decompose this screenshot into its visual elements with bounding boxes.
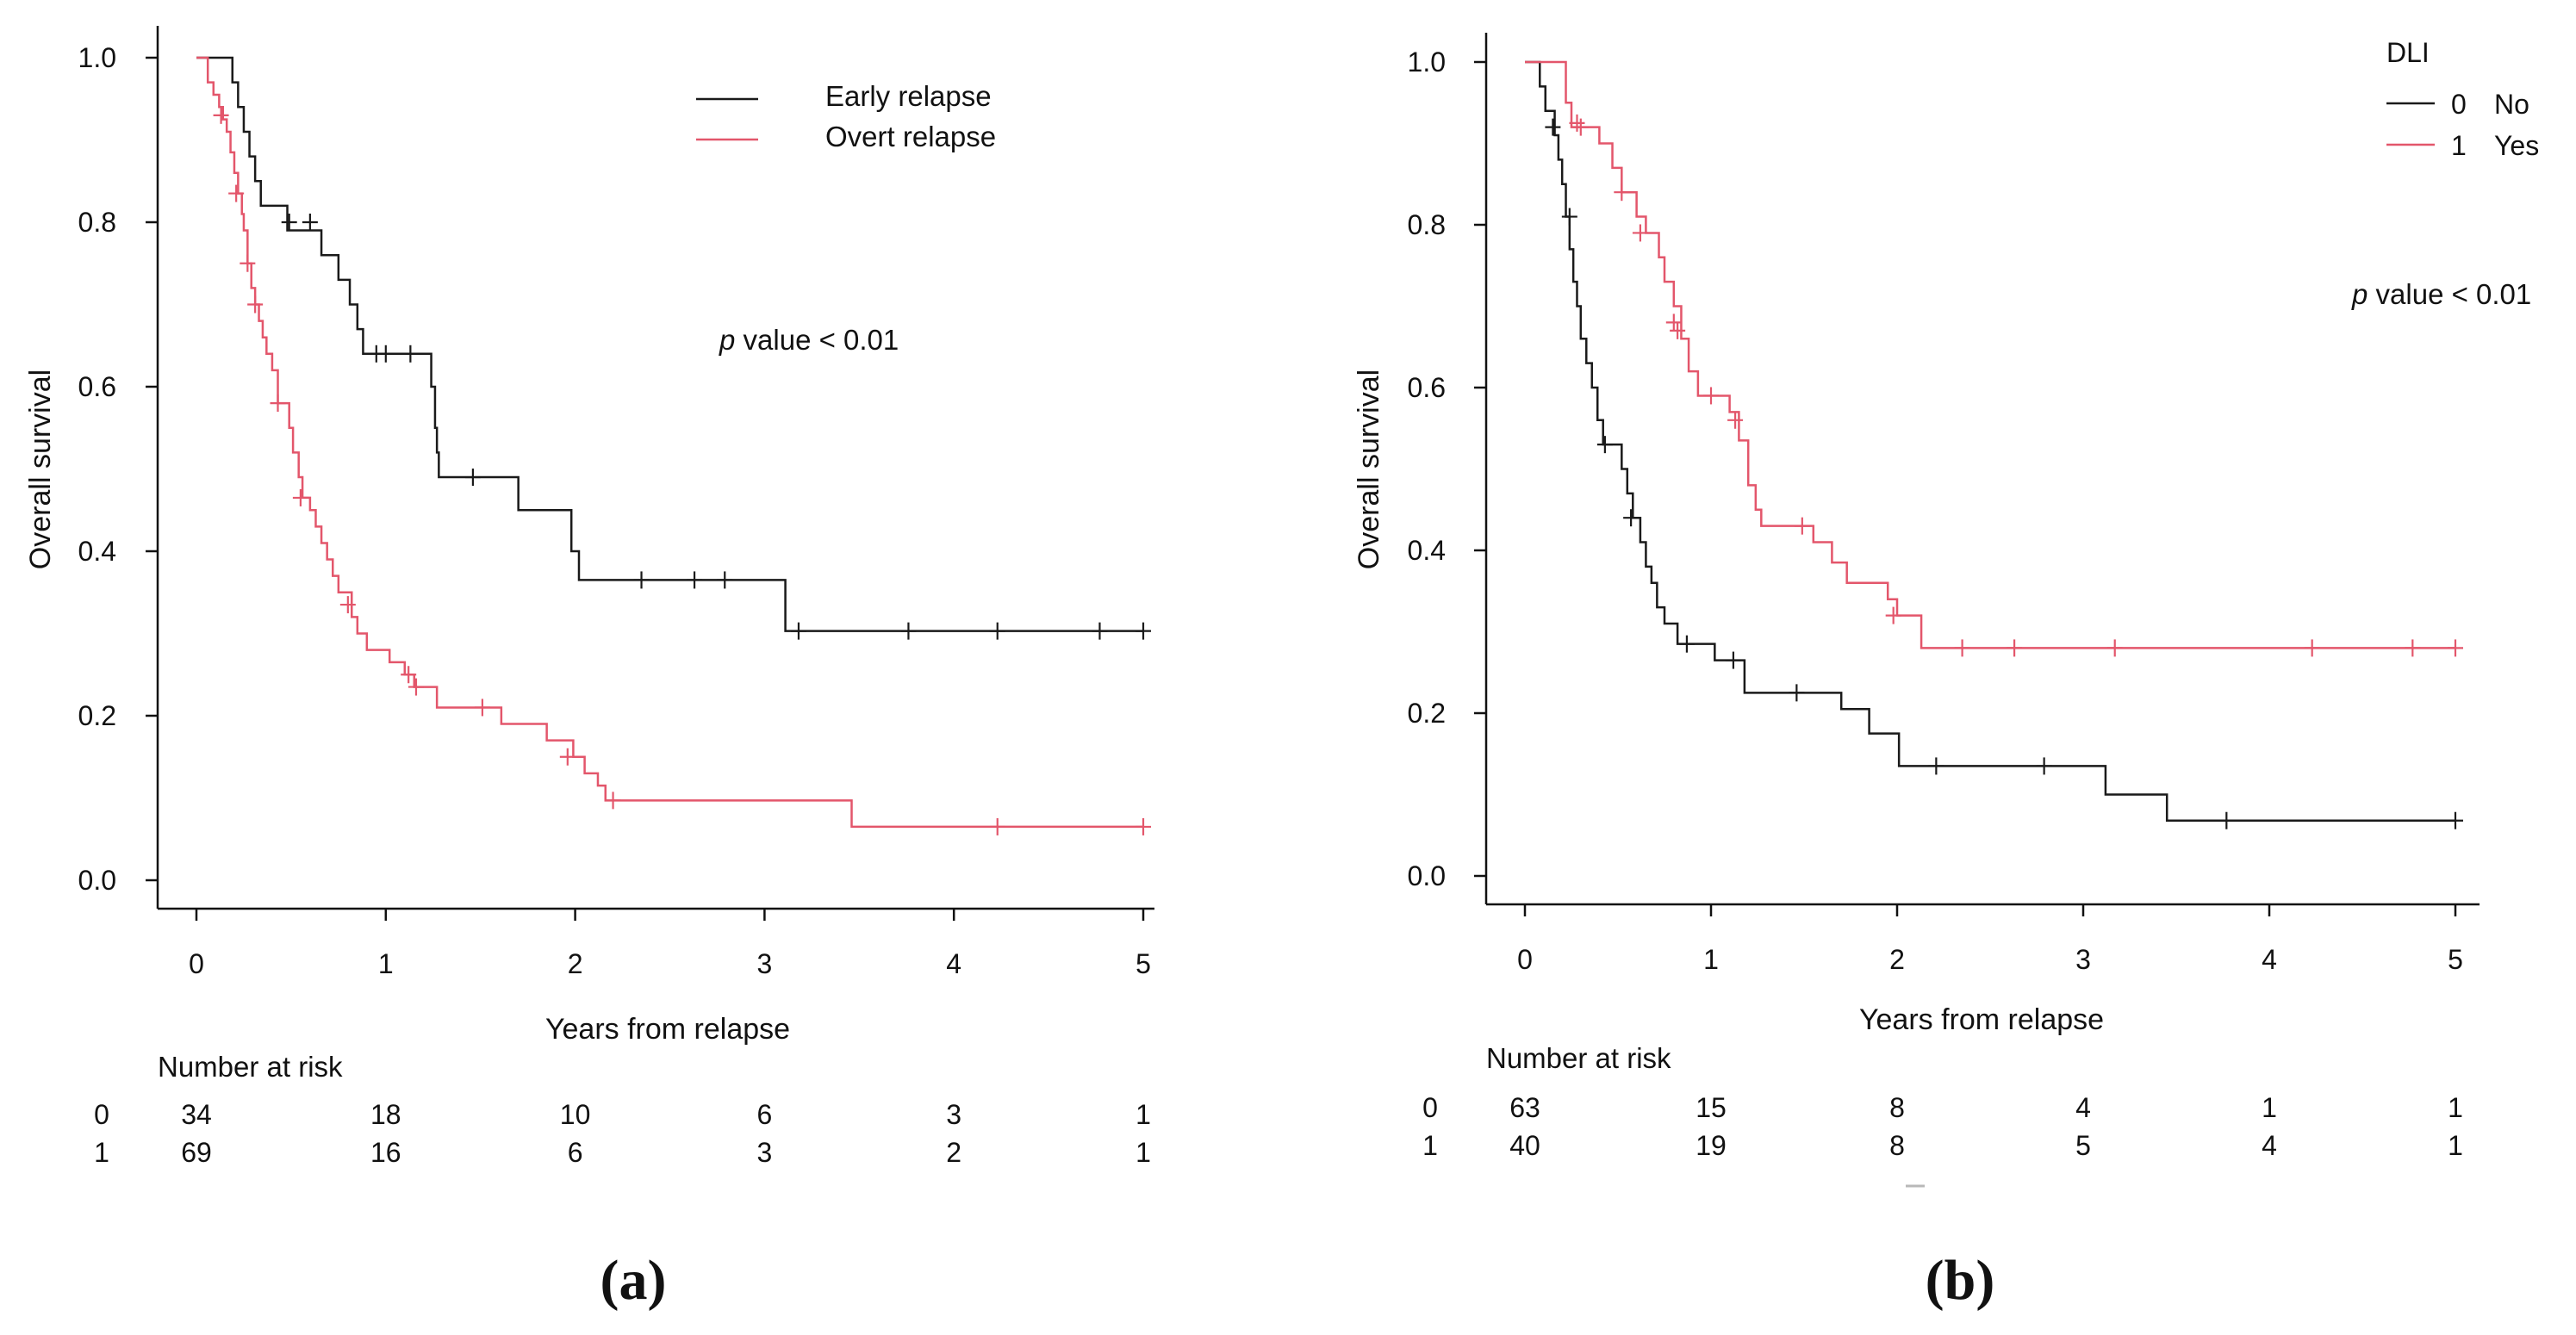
risk-row-label-a-1: 1 <box>94 1137 109 1168</box>
y-axis-ticks-b: 0.0 0.2 0.4 0.6 0.8 1.0 <box>1408 47 1486 891</box>
legend-code-no: 0 <box>2451 89 2467 120</box>
y-tick-label-a-2: 0.4 <box>78 536 116 567</box>
risk-cell-a-1-4: 2 <box>946 1137 961 1168</box>
risk-cell-b-0-3: 4 <box>2075 1092 2091 1123</box>
risk-cell-a-0-2: 10 <box>560 1099 591 1130</box>
survival-curves-a <box>196 56 1151 835</box>
y-axis-ticks-a: 0.0 0.2 0.4 0.6 0.8 1.0 <box>78 42 158 896</box>
risk-cell-a-0-5: 1 <box>1136 1099 1151 1130</box>
risk-row-label-b-1: 1 <box>1422 1130 1438 1161</box>
y-tick-label-a-3: 0.6 <box>78 371 116 402</box>
x-tick-label-b-3: 3 <box>2075 944 2091 975</box>
y-tick-label-a-1: 0.2 <box>78 700 116 731</box>
risk-cell-a-1-5: 1 <box>1136 1137 1151 1168</box>
legend-label-early-relapse: Early relapse <box>825 80 992 112</box>
risk-cell-a-0-1: 18 <box>370 1099 401 1130</box>
legend-label-no: No <box>2494 89 2529 120</box>
panel-label-a: (a) <box>600 1249 667 1312</box>
survival-curves-b <box>1525 60 2463 829</box>
risk-cell-b-1-0: 40 <box>1509 1130 1540 1161</box>
x-tick-label-b-4: 4 <box>2262 944 2277 975</box>
survival-curve-b-0 <box>1525 60 2455 822</box>
risk-cell-b-1-2: 8 <box>1889 1130 1905 1161</box>
x-axis-label-b: Years from relapse <box>1859 1003 2104 1036</box>
survival-curve-a-0 <box>196 56 1143 632</box>
panel-b: 0.0 0.2 0.4 0.6 0.8 1.0 0 1 2 3 4 5 Overall surviv… <box>1353 33 2539 1312</box>
legend-a: Early relapse Overt relapse <box>696 80 996 152</box>
x-tick-label-b-0: 0 <box>1517 944 1533 975</box>
risk-cell-a-0-0: 34 <box>181 1099 212 1130</box>
risk-row-label-b-0: 0 <box>1422 1092 1438 1123</box>
risk-cell-a-1-0: 69 <box>181 1137 212 1168</box>
p-value-annotation-b: p value < 0.01 <box>2351 278 2531 310</box>
x-tick-label-b-5: 5 <box>2448 944 2463 975</box>
risk-cell-b-1-3: 5 <box>2075 1130 2091 1161</box>
x-axis-label-a: Years from relapse <box>545 1013 790 1046</box>
y-axis-label-b: Overall survival <box>1353 369 1385 569</box>
risk-cell-b-0-5: 1 <box>2448 1092 2463 1123</box>
y-tick-label-a-4: 0.8 <box>78 207 116 238</box>
risk-cell-b-1-4: 4 <box>2262 1130 2277 1161</box>
risk-table-a: Number at risk 0 34 18 10 6 3 1 1 69 16 6 3 2 1 <box>94 1051 1151 1168</box>
x-tick-label-a-5: 5 <box>1136 948 1151 979</box>
plot-frame-b <box>1484 33 2480 906</box>
x-axis-ticks-a: 0 1 2 3 4 5 <box>189 909 1151 979</box>
risk-cell-b-0-0: 63 <box>1509 1092 1540 1123</box>
risk-cell-b-0-2: 8 <box>1889 1092 1905 1123</box>
x-tick-label-a-1: 1 <box>378 948 394 979</box>
legend-b: DLI 0 No 1 Yes <box>2386 37 2539 161</box>
x-axis-ticks-b: 0 1 2 3 4 5 <box>1517 904 2463 975</box>
y-tick-label-b-2: 0.4 <box>1408 535 1446 566</box>
x-tick-label-b-1: 1 <box>1703 944 1719 975</box>
x-tick-label-a-3: 3 <box>757 948 773 979</box>
risk-cell-b-0-1: 15 <box>1696 1092 1727 1123</box>
risk-table-title-b: Number at risk <box>1486 1042 1671 1074</box>
x-tick-label-a-0: 0 <box>189 948 204 979</box>
p-value-annotation-a: p value < 0.01 <box>719 324 899 356</box>
survival-curve-a-1 <box>196 56 1143 829</box>
risk-table-title-a: Number at risk <box>158 1051 343 1083</box>
risk-table-b: Number at risk 0 63 15 8 4 1 1 1 40 19 8 5 4 1 <box>1422 1042 2463 1161</box>
y-axis-label-a: Overall survival <box>24 369 57 569</box>
y-tick-label-a-0: 0.0 <box>78 865 116 896</box>
y-tick-label-b-3: 0.6 <box>1408 372 1446 403</box>
risk-cell-b-1-1: 19 <box>1696 1130 1727 1161</box>
x-tick-label-a-2: 2 <box>568 948 583 979</box>
plot-frame-a <box>156 26 1154 910</box>
risk-cell-a-1-2: 6 <box>568 1137 583 1168</box>
y-tick-label-b-0: 0.0 <box>1408 860 1446 891</box>
y-tick-label-b-1: 0.2 <box>1408 698 1446 729</box>
y-tick-label-b-5: 1.0 <box>1408 47 1446 78</box>
risk-cell-b-1-5: 1 <box>2448 1130 2463 1161</box>
risk-cell-a-0-3: 6 <box>757 1099 773 1130</box>
risk-cell-a-1-3: 3 <box>757 1137 773 1168</box>
risk-cell-b-0-4: 1 <box>2262 1092 2277 1123</box>
legend-code-yes: 1 <box>2451 130 2467 161</box>
x-tick-label-a-4: 4 <box>946 948 961 979</box>
legend-label-overt-relapse: Overt relapse <box>825 121 996 152</box>
legend-title-b: DLI <box>2386 37 2430 68</box>
legend-label-yes: Yes <box>2494 130 2539 161</box>
risk-row-label-a-0: 0 <box>94 1099 109 1130</box>
y-tick-label-b-4: 0.8 <box>1408 209 1446 240</box>
survival-curve-b-1 <box>1525 60 2455 649</box>
x-tick-label-b-2: 2 <box>1889 944 1905 975</box>
risk-cell-a-0-4: 3 <box>946 1099 961 1130</box>
y-tick-label-a-5: 1.0 <box>78 42 116 73</box>
risk-cell-a-1-1: 16 <box>370 1137 401 1168</box>
panel-label-b: (b) <box>1926 1249 1995 1312</box>
